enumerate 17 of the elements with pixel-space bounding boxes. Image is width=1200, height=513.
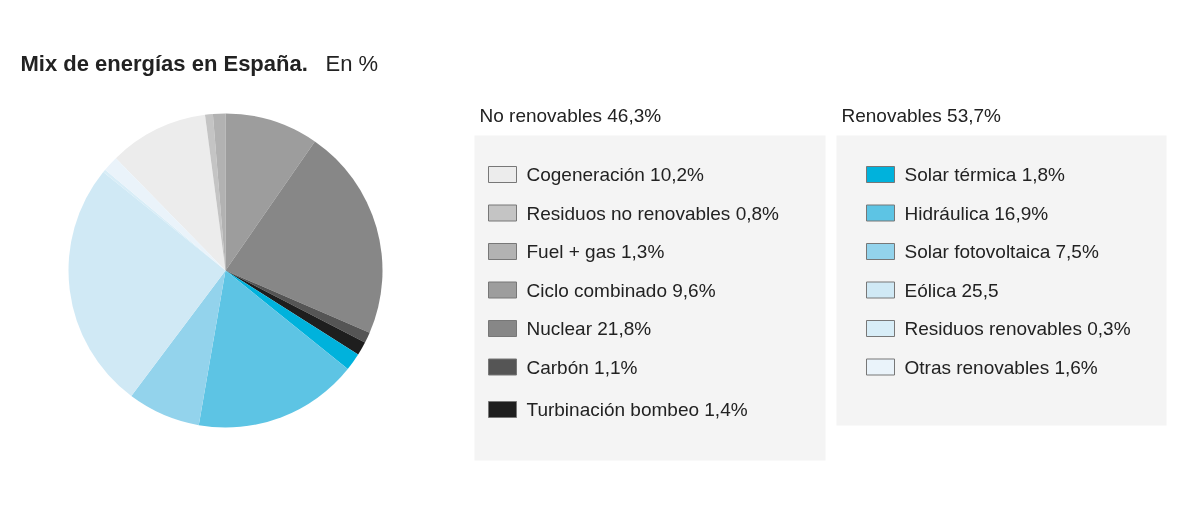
legend-label: Solar térmica 1,8% bbox=[904, 164, 1066, 185]
legend-label: Nuclear 21,8% bbox=[526, 318, 652, 339]
legend-label: Fuel + gas 1,3% bbox=[526, 241, 665, 262]
legend-label: Residuos renovables 0,3% bbox=[904, 318, 1131, 339]
legend-label: Cogeneración 10,2% bbox=[526, 164, 705, 185]
legend-label: Residuos no renovables 0,8% bbox=[526, 202, 780, 224]
legend-label: Hidráulica 16,9% bbox=[904, 202, 1049, 224]
legend-label: Otras renovables 1,6% bbox=[904, 356, 1098, 378]
legend-label: Eólica 25,5 bbox=[904, 279, 999, 301]
text: No renovables 46,3% bbox=[479, 105, 662, 126]
text: Renovables 53,7% bbox=[841, 105, 1002, 126]
chart-title: Mix de energías en España. bbox=[20, 51, 308, 76]
legend-label: Solar fotovoltaica 7,5% bbox=[904, 241, 1099, 262]
chart-subtitle: En % bbox=[325, 51, 379, 76]
legend-label: Carbón 1,1% bbox=[526, 356, 638, 378]
legend-label: Turbinación bombeo 1,4% bbox=[526, 399, 748, 420]
legend-label: Ciclo combinado 9,6% bbox=[526, 279, 716, 301]
